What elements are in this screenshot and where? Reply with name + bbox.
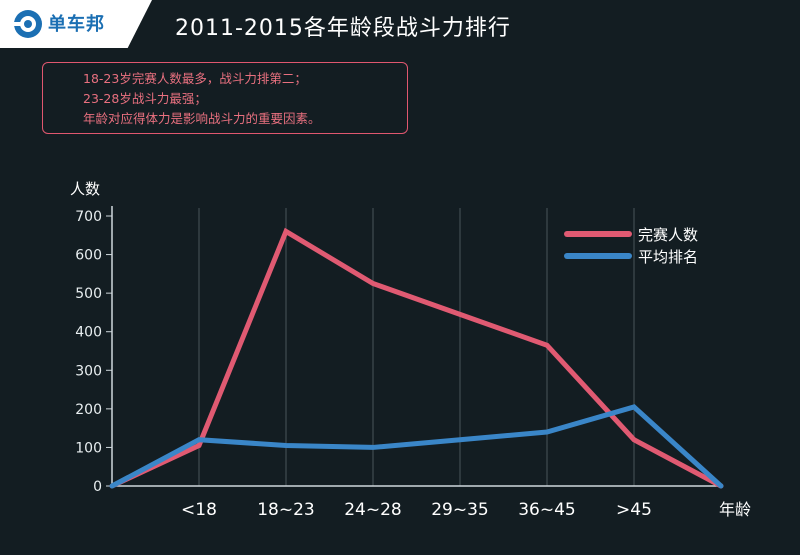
y-tick-label: 700 xyxy=(75,209,102,225)
x-tick-label: 29~35 xyxy=(431,500,489,520)
brand-logo: 单车邦 xyxy=(0,0,152,48)
page-title: 2011-2015各年龄段战斗力排行 xyxy=(175,16,511,41)
y-tick-label: 400 xyxy=(75,325,102,341)
x-tick-label: 24~28 xyxy=(344,500,402,520)
series-line xyxy=(109,404,724,489)
wheel-logo-icon xyxy=(14,10,42,38)
y-tick-label: 0 xyxy=(93,479,102,495)
legend-label: 平均排名 xyxy=(638,248,698,266)
x-tick-label: 36~45 xyxy=(518,500,576,520)
notes-box: 18-23岁完赛人数最多，战斗力排第二； 23-28岁战斗力最强； 年龄对应得体… xyxy=(42,62,408,134)
brand-name: 单车邦 xyxy=(48,14,105,35)
note-line: 23-28岁战斗力最强； xyxy=(83,91,207,106)
note-line: 18-23岁完赛人数最多，战斗力排第二； xyxy=(83,71,307,86)
y-tick-label: 500 xyxy=(75,286,102,302)
x-axis-label: 年龄 xyxy=(719,500,751,519)
y-tick-label: 100 xyxy=(75,440,102,456)
note-line: 年龄对应得体力是影响战斗力的重要因素。 xyxy=(83,111,321,126)
y-axis-label: 人数 xyxy=(70,180,101,198)
series-line xyxy=(109,227,724,489)
x-tick-label: 18~23 xyxy=(257,500,315,520)
y-tick-label: 200 xyxy=(75,402,102,418)
y-tick-label: 600 xyxy=(75,248,102,264)
x-tick-label: <18 xyxy=(181,500,217,520)
legend-label: 完赛人数 xyxy=(638,226,698,244)
y-tick-label: 300 xyxy=(75,363,102,379)
x-tick-label: >45 xyxy=(616,500,652,520)
